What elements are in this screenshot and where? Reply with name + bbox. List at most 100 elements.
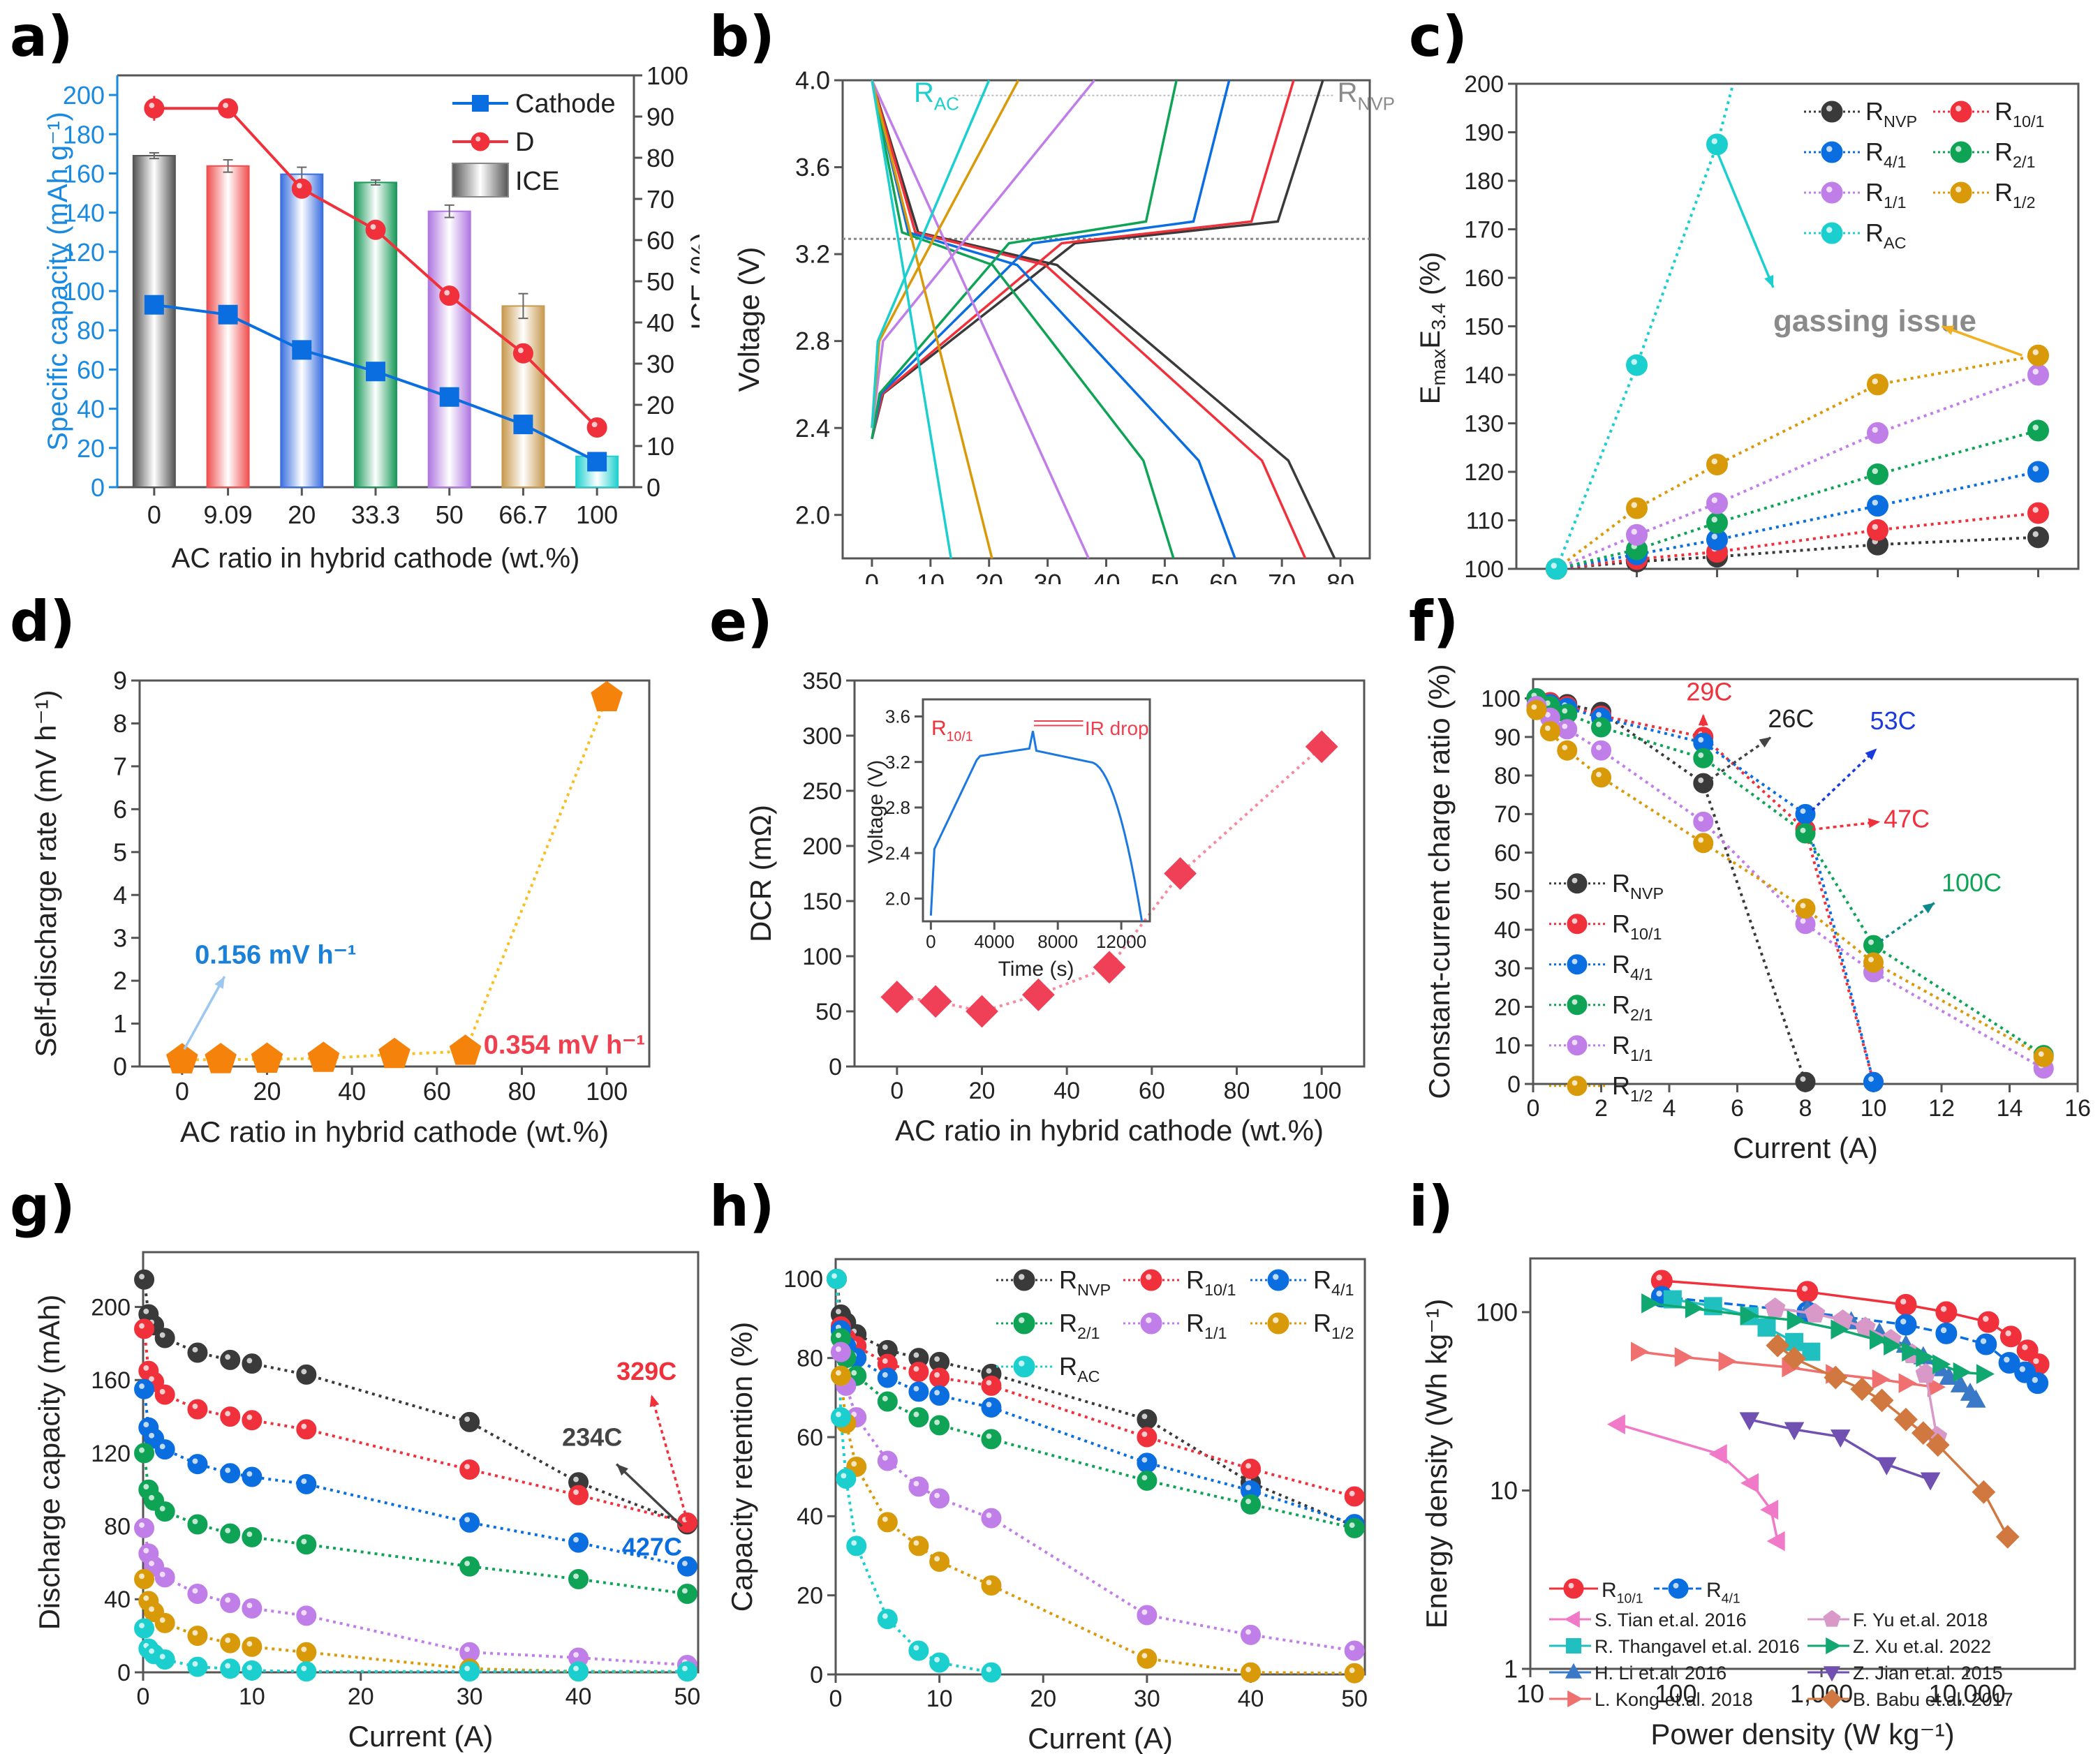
x-tick-label: 40 <box>338 1077 366 1106</box>
arrow-head <box>649 1395 660 1408</box>
y-tick-label: 7 <box>113 752 127 780</box>
legend-label: R1/1 <box>1186 1309 1227 1342</box>
point-highlight <box>149 1606 155 1612</box>
y2-axis-label: ICE (%) <box>686 232 700 330</box>
point-highlight <box>1141 1413 1148 1420</box>
legend-marker <box>1821 181 1843 204</box>
data-point-r_2/1 <box>1863 935 1884 956</box>
point-highlight <box>225 1597 231 1603</box>
series-line <box>1777 1344 2009 1538</box>
point-highlight <box>143 1547 149 1554</box>
legend-marker <box>1567 1035 1588 1056</box>
y-tick-label: 40 <box>104 1586 131 1613</box>
data-point-cathode <box>218 304 238 325</box>
legend-marker <box>1013 1269 1035 1291</box>
panel-i: 10 100 1,000 10,000 1 10 100 Power density (W k… <box>1399 1170 2099 1754</box>
legend-marker <box>1267 1269 1289 1291</box>
data-point-r_10/1 <box>242 1410 262 1431</box>
legend-marker <box>1567 1690 1583 1708</box>
y-tick-label: 100 <box>802 944 842 970</box>
data-point-r_4/1 <box>981 1397 1002 1418</box>
point-highlight <box>986 1380 992 1386</box>
chart-b-svg: 010203040506070802.02.42.83.23.64.0Speci… <box>732 66 1395 584</box>
ice-bar <box>427 210 471 488</box>
x-tick-label: 10 <box>1516 1679 1544 1708</box>
x-tick-label: 20 <box>253 1077 281 1106</box>
legend-label: R1/1 <box>1612 1031 1653 1064</box>
data-point-r_4/1 <box>1795 803 1816 824</box>
point-highlight <box>464 1561 471 1566</box>
annotation-47c: 47C <box>1884 805 1930 833</box>
point-highlight <box>2022 1344 2028 1351</box>
inset-voltage-curve <box>929 731 1144 922</box>
legend-marker <box>1950 141 1972 163</box>
y-tick-label: 150 <box>1464 313 1504 340</box>
point-highlight <box>1872 426 1878 433</box>
data-point-r_1/2 <box>134 1569 155 1590</box>
data-point-r_2/1 <box>877 1391 898 1412</box>
data-point-r_4/1 <box>1863 1071 1884 1092</box>
data-point-r_2/1 <box>1706 512 1728 534</box>
data-point-d <box>144 98 165 119</box>
data-point-r_1/2 <box>1867 373 1888 396</box>
panel-e: 0 20 40 60 80 100 0 50 100 150 200 250 300 350 AC rati… <box>700 585 1399 1169</box>
x-tick-label: 3.4 <box>1540 580 1573 584</box>
data-point-r_ac <box>187 1656 208 1677</box>
y-tick-label: 0 <box>810 1662 823 1688</box>
point-highlight <box>246 1358 253 1364</box>
discharge-curve-r_nvp <box>871 80 1336 559</box>
arrow-53c-dot <box>1811 748 1878 812</box>
point-highlight <box>143 1595 149 1601</box>
x-tick-label: 20 <box>288 500 316 529</box>
data-point-d <box>439 285 460 306</box>
data-point-r_10/1 <box>568 1485 589 1506</box>
point-highlight <box>1141 1431 1148 1437</box>
legend-marker <box>1140 1312 1162 1335</box>
y-tick-label: 160 <box>63 159 105 188</box>
data-point <box>1804 1302 1826 1323</box>
data-point <box>1965 1389 1986 1408</box>
data-point-r_1/1 <box>1867 422 1888 444</box>
data-point <box>1932 1354 1951 1374</box>
data-point-d <box>291 178 312 199</box>
data-point-r_1/1 <box>1241 1624 1262 1645</box>
data-point-r_ac <box>676 1661 697 1682</box>
y-tick-label: 0 <box>113 1053 127 1081</box>
point-highlight <box>2032 369 2039 375</box>
y-tick-label: 350 <box>802 668 842 694</box>
data-point-r_1/1 <box>908 1476 929 1497</box>
point-highlight <box>1245 1667 1251 1672</box>
arrow-head <box>1942 325 1955 335</box>
data-point-cathode <box>366 362 385 382</box>
data-point-r_4/1 <box>154 1439 175 1460</box>
point-highlight <box>1544 712 1551 718</box>
point-highlight <box>1631 359 1637 365</box>
data-point <box>1824 1365 1848 1390</box>
data-point-r_nvp <box>134 1269 155 1290</box>
point-highlight <box>518 348 524 353</box>
point-highlight <box>1572 958 1578 965</box>
data-point <box>966 995 998 1028</box>
point-highlight <box>1019 1360 1025 1367</box>
data-point-d <box>218 98 239 119</box>
point-highlight <box>1826 227 1833 233</box>
point-highlight <box>139 1383 145 1390</box>
point-highlight <box>1868 956 1874 963</box>
y2-tick-label: 60 <box>646 226 674 255</box>
data-point-r_ac <box>242 1660 262 1681</box>
data-point-r_10/1 <box>296 1419 317 1440</box>
chart-e-svg: 0 20 40 60 80 100 0 50 100 150 200 250 300 350 AC rati… <box>744 668 1366 1147</box>
data-point-r_1/2 <box>2027 344 2049 366</box>
point-highlight <box>2033 1358 2039 1365</box>
series-line-r_1/2 <box>142 1579 688 1673</box>
arrow-head <box>1698 713 1708 726</box>
x-tick-label: 20 <box>975 569 1003 584</box>
legend-marker <box>1567 914 1588 935</box>
data-point-r_1/2 <box>1693 833 1714 854</box>
data-point <box>1093 951 1126 984</box>
y-tick-label: 160 <box>1464 265 1504 292</box>
data-point-r_4/1 <box>877 1367 898 1388</box>
data-point-r_4/1 <box>296 1473 317 1494</box>
data-point-r_1/1 <box>1557 719 1578 740</box>
data-point <box>1740 1473 1759 1494</box>
